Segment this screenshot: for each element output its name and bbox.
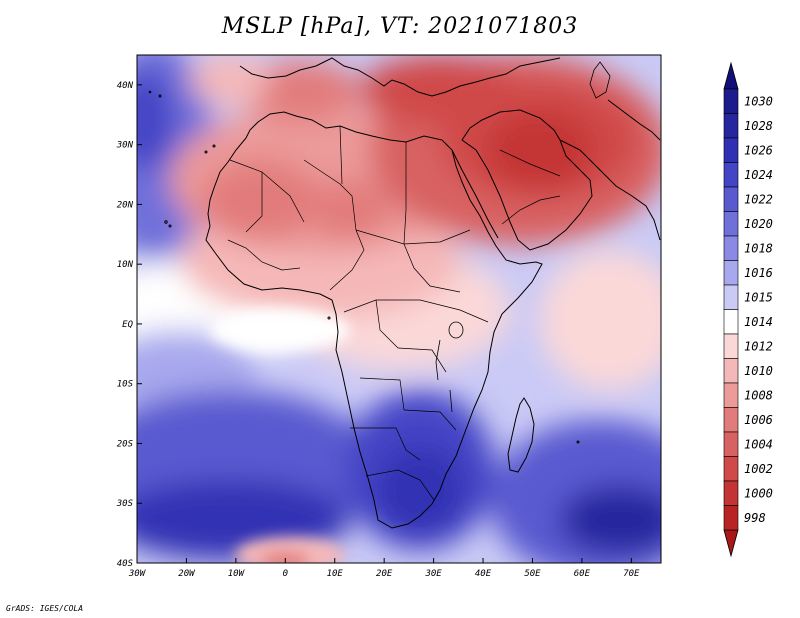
lat-tick-label: 10N (117, 260, 134, 270)
colorbar-swatch (723, 333, 739, 359)
footer-credit: GrADS: IGES/COLA (6, 604, 84, 613)
colorbar-label: 1004 (744, 437, 773, 451)
lon-tick-label: 10E (327, 569, 344, 579)
colorbar-label: 1020 (744, 217, 773, 231)
lat-tick-label: 30N (116, 141, 134, 151)
colorbar-label: 1022 (744, 192, 773, 206)
colorbar-label: 1014 (744, 315, 773, 329)
arabia-coastline (461, 109, 593, 251)
colorbar-swatch (723, 358, 739, 384)
colorbar-top-arrow (723, 61, 739, 90)
lon-tick-label: 20E (376, 569, 393, 579)
lon-tick-label: 50E (524, 569, 541, 579)
colorbar-bottom-arrow (723, 529, 739, 558)
colorbar-swatch (723, 113, 739, 139)
lat-tick-label: 10S (117, 380, 134, 390)
lon-tick-label: 60E (574, 569, 591, 579)
colorbar-label: 1030 (744, 94, 773, 108)
colorbar-label: 1006 (744, 413, 773, 427)
lat-tick-label: EQ (122, 320, 133, 330)
colorbar-swatch (723, 309, 739, 335)
colorbar-label: 1000 (744, 486, 773, 500)
lat-tick-label: 40S (117, 559, 134, 569)
colorbar-label: 1015 (744, 290, 773, 304)
lat-tick-label: 20S (117, 439, 134, 449)
colorbar-label: 1018 (744, 241, 773, 255)
madagascar-coastline (507, 397, 535, 473)
colorbar-label: 1016 (744, 266, 773, 280)
lon-tick-label: 70E (623, 569, 640, 579)
colorbar-swatch (723, 505, 739, 531)
colorbar-swatch (723, 407, 739, 433)
map-frame (136, 54, 662, 564)
colorbar-label: 1026 (744, 143, 773, 157)
country-borders (227, 125, 561, 501)
colorbar-swatch (723, 137, 739, 163)
colorbar-label: 1010 (744, 364, 773, 378)
europe-coastline (239, 57, 561, 97)
lon-tick-label: 30E (424, 569, 442, 579)
colorbar-label: 1024 (744, 168, 773, 182)
colorbar: 1030 1028 1026 1024 1022 1020 1018 1016 1015 1014… (723, 61, 773, 558)
colorbar-label: 1002 (744, 462, 773, 476)
colorbar-swatch (723, 260, 739, 286)
lat-tick-label: 40N (117, 81, 134, 91)
chart-title: MSLP [hPa], VT: 2021071803 (221, 14, 579, 39)
lon-tick-label: 0 (283, 569, 288, 579)
colorbar-swatch (723, 211, 739, 237)
colorbar-swatch (723, 382, 739, 408)
asia-coastline (559, 139, 661, 241)
colorbar-swatch (723, 186, 739, 212)
lat-tick-label: 20N (117, 200, 134, 210)
lon-tick-label: 10W (228, 569, 246, 579)
colorbar-swatch (723, 284, 739, 310)
axis-ticks: 30W 20W 10W 0 10E 20E 30E 40E 50E 60E 70E 40N 30N 20N… (116, 81, 640, 579)
coastlines (148, 57, 661, 529)
lon-tick-label: 30W (128, 569, 147, 579)
colorbar-swatch (723, 431, 739, 457)
africa-coastline (205, 111, 543, 529)
colorbar-swatch (723, 88, 739, 114)
colorbar-label: 1012 (744, 339, 773, 353)
colorbar-swatch (723, 456, 739, 482)
lat-tick-label: 30S (116, 499, 134, 509)
colorbar-label: 1008 (744, 388, 773, 402)
colorbar-swatch (723, 235, 739, 261)
colorbar-label: 1028 (744, 119, 773, 133)
lon-tick-label: 40E (475, 569, 492, 579)
colorbar-swatch (723, 480, 739, 506)
pressure-field (137, 55, 661, 563)
colorbar-label: 998 (744, 511, 766, 525)
colorbar-swatch (723, 162, 739, 188)
lon-tick-label: 20W (178, 569, 196, 579)
